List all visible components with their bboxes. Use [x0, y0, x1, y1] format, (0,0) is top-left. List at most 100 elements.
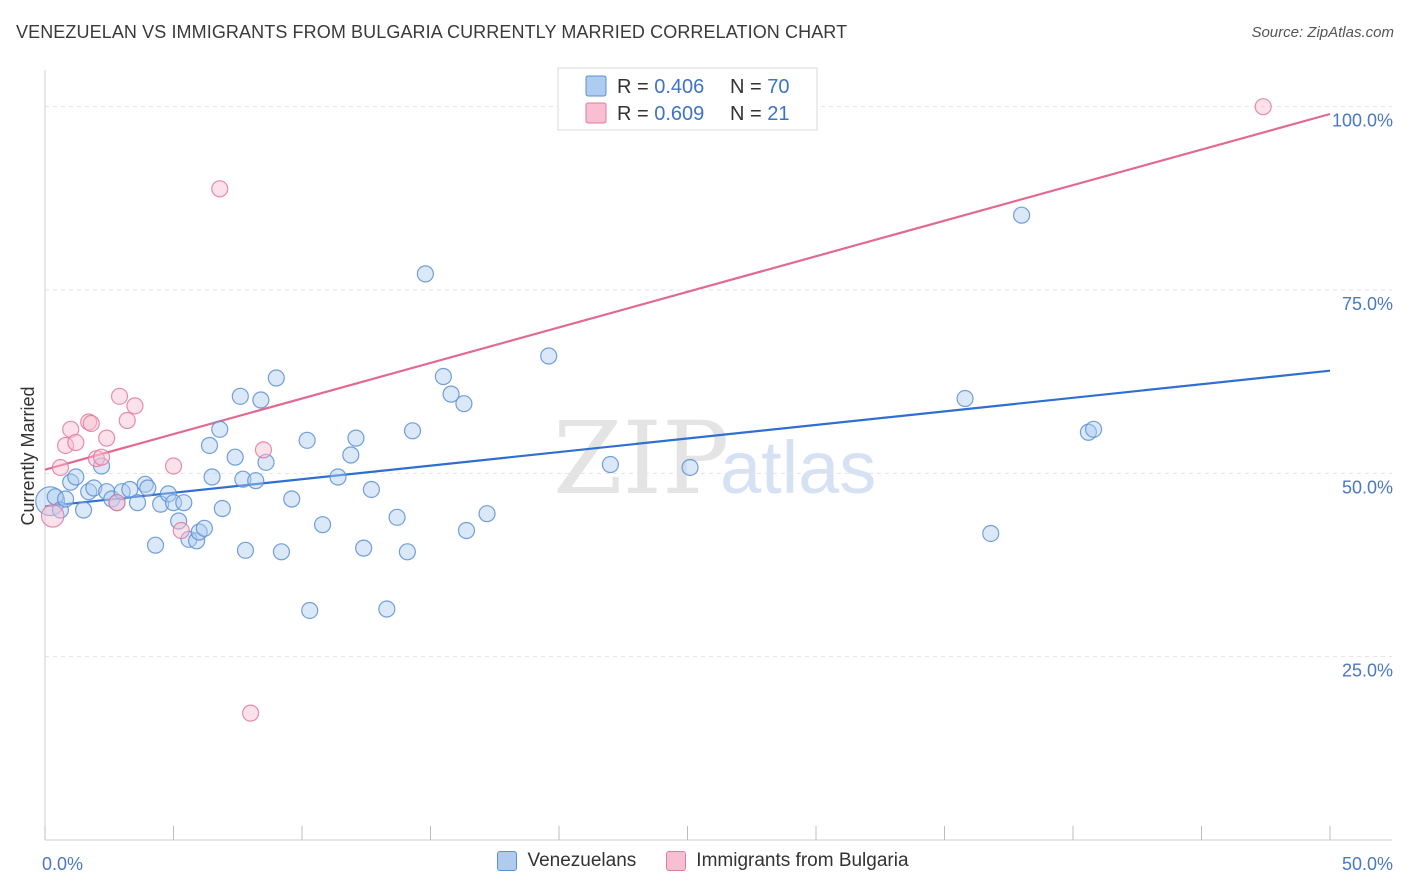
point-series0-36: [247, 472, 265, 490]
point-series0-23: [175, 494, 193, 512]
legend-swatch-bulgaria: [585, 102, 607, 124]
point-series0-41: [283, 490, 301, 508]
point-series0-61: [601, 455, 620, 474]
legend-box: R = 0.406 N = 70 R = 0.609 N = 21: [557, 67, 818, 131]
bottom-legend: Venezuelans Immigrants from Bulgaria: [0, 850, 1406, 872]
point-series0-65: [1012, 206, 1031, 224]
y-tick-label-1: 50.0%: [1342, 477, 1393, 497]
legend-item-venezuelans: Venezuelans: [497, 850, 636, 872]
point-series0-28: [200, 436, 219, 455]
point-series0-34: [234, 470, 252, 488]
point-series0-27: [195, 519, 213, 537]
point-series0-64: [982, 524, 1000, 543]
point-series0-43: [298, 431, 316, 449]
point-series0-15: [128, 494, 147, 512]
watermark-zip: ZIP: [553, 400, 729, 517]
y-tick-label-2: 75.0%: [1342, 294, 1393, 314]
point-series0-66: [1079, 423, 1098, 441]
point-series0-58: [457, 521, 476, 540]
legend-label-bulgaria: Immigrants from Bulgaria: [696, 850, 909, 871]
point-series1-11: [110, 387, 129, 405]
point-series1-1: [51, 458, 70, 477]
point-series1-17: [242, 704, 260, 722]
point-series0-31: [213, 499, 231, 518]
point-series0-62: [681, 458, 699, 477]
point-series1-13: [126, 397, 144, 415]
legend-n-label-2: N =: [730, 103, 762, 125]
point-series0-30: [211, 420, 229, 438]
point-series0-35: [236, 541, 255, 559]
y-tick-labels: 25.0% 50.0% 75.0% 100.0%: [1332, 111, 1393, 681]
point-series0-56: [442, 385, 460, 403]
point-series0-14: [121, 480, 139, 499]
point-series0-42: [301, 601, 319, 620]
point-series0-20: [159, 485, 177, 503]
source-credit: Source: ZipAtlas.com: [1251, 24, 1394, 41]
point-series1-8: [92, 448, 111, 466]
svg-text:N = 70: N = 70: [730, 76, 790, 98]
svg-text:N = 21: N = 21: [730, 103, 790, 125]
point-series0-0: [35, 486, 66, 517]
legend-swatch-venezuelans: [585, 75, 607, 97]
trend-line-series1: [44, 112, 1331, 471]
point-series0-52: [398, 543, 416, 561]
point-series0-47: [347, 429, 365, 447]
y-tick-label-3: 100.0%: [1332, 111, 1393, 131]
legend-n-label-1: N =: [730, 76, 762, 98]
point-series0-54: [416, 265, 434, 283]
point-series0-33: [231, 387, 249, 405]
legend-item-bulgaria: Immigrants from Bulgaria: [666, 850, 909, 872]
point-series0-32: [226, 448, 244, 466]
point-series1-19: [1254, 98, 1272, 116]
y-tick-label-0: 25.0%: [1342, 661, 1393, 681]
point-series0-5: [67, 468, 85, 486]
x-tick-labels: 0.0% 50.0%: [42, 854, 1393, 874]
point-series0-63: [956, 389, 974, 408]
point-series0-17: [139, 479, 157, 497]
legend-label-venezuelans: Venezuelans: [527, 850, 637, 871]
data-points: [35, 98, 1272, 722]
legend-n-value-2: 21: [767, 103, 789, 125]
trend-line-series0: [44, 369, 1331, 508]
chart-title: VENEZUELAN VS IMMIGRANTS FROM BULGARIA C…: [16, 22, 848, 42]
point-series0-67: [1084, 420, 1103, 438]
point-series0-18: [146, 536, 165, 554]
point-series1-12: [118, 411, 136, 430]
swatch-venezuelans: [497, 851, 518, 871]
point-series0-49: [362, 480, 380, 499]
svg-text:R = 0.609: R = 0.609: [617, 103, 704, 125]
point-series1-16: [211, 180, 229, 198]
point-series0-45: [329, 468, 347, 486]
point-series1-2: [56, 436, 75, 455]
point-series1-15: [172, 521, 190, 540]
point-series0-4: [62, 473, 80, 491]
point-series0-48: [355, 539, 373, 557]
point-series1-9: [98, 429, 116, 447]
point-series0-55: [434, 367, 452, 386]
legend-r-value-1: 0.406: [654, 76, 704, 98]
legend-n-value-1: 70: [767, 76, 789, 98]
point-series0-39: [267, 369, 285, 387]
point-series0-44: [313, 516, 332, 534]
point-series0-50: [378, 600, 396, 618]
axes: [44, 70, 1392, 841]
gridlines: [45, 106, 1392, 658]
watermark-atlas: atlas: [720, 426, 876, 509]
swatch-bulgaria: [666, 851, 687, 871]
svg-text:R = 0.406: R = 0.406: [617, 76, 704, 98]
point-series0-40: [272, 543, 291, 561]
point-series1-3: [62, 420, 80, 438]
point-series0-59: [478, 505, 496, 523]
point-series1-0: [40, 504, 65, 528]
legend-r-label-2: R =: [617, 103, 649, 125]
watermark: ZIP atlas: [553, 400, 876, 517]
point-series0-29: [203, 468, 221, 486]
point-series0-37: [252, 391, 270, 409]
point-series0-6: [74, 501, 93, 519]
point-series0-3: [56, 490, 75, 508]
y-axis-title: Currently Married: [18, 386, 38, 525]
point-series0-2: [51, 501, 70, 519]
point-series1-10: [108, 494, 126, 512]
point-series1-18: [254, 441, 273, 459]
